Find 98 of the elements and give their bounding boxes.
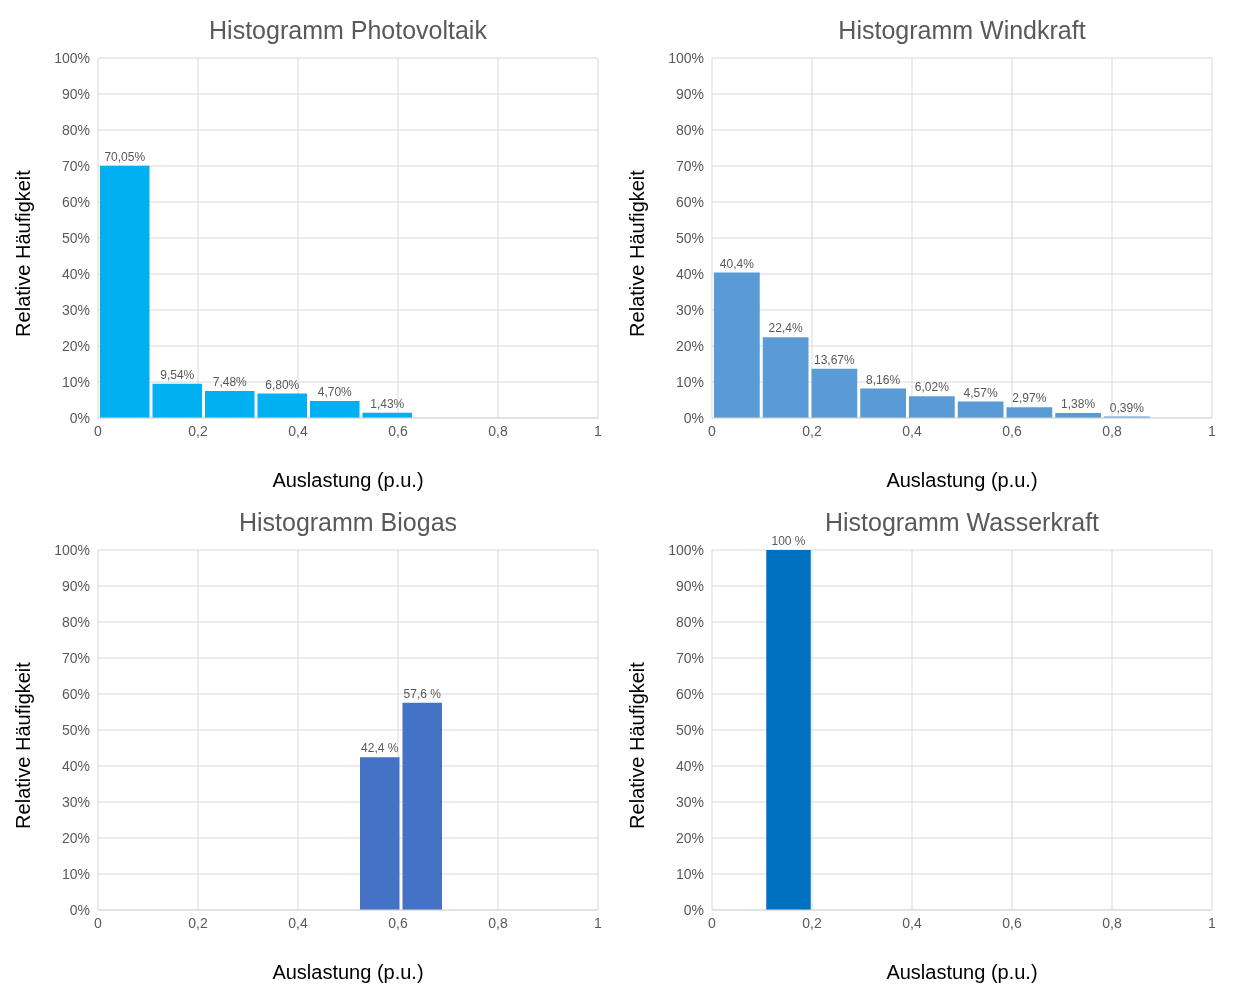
y-tick-label: 80% [61, 121, 90, 138]
x-tick-label: 0,6 [388, 914, 408, 931]
y-tick-label: 50% [675, 229, 704, 246]
x-tick-label: 0,4 [902, 914, 922, 931]
x-tick-label: 0,4 [902, 422, 922, 439]
data-label: 4,70% [317, 385, 353, 400]
x-axis-title: Auslastung (p.u.) [885, 961, 1039, 984]
x-tick-label: 1 [1208, 914, 1217, 931]
data-label: 100 % [771, 534, 806, 548]
y-tick-label: 40% [675, 757, 704, 774]
data-label: 1,43% [370, 396, 405, 411]
data-label: 6,80% [265, 377, 300, 392]
x-tick-label: 0,6 [1002, 914, 1022, 931]
x-tick-label: 0 [708, 914, 717, 931]
data-label: 6,02% [914, 380, 950, 395]
data-label: 9,54% [160, 367, 195, 382]
y-tick-label: 100% [54, 541, 90, 558]
x-tick-label: 0 [94, 914, 103, 931]
y-axis-title: Relative Häufigkeit [11, 169, 35, 337]
y-tick-label: 10% [61, 373, 90, 390]
data-label: 42,4 % [361, 741, 399, 756]
y-tick-label: 50% [61, 229, 90, 246]
y-axis-title: Relative Häufigkeit [11, 661, 35, 829]
x-tick-label: 1 [594, 422, 603, 439]
y-tick-label: 70% [61, 157, 90, 174]
x-tick-label: 0,2 [802, 422, 822, 439]
y-tick-label: 90% [675, 577, 704, 594]
y-tick-label: 30% [675, 301, 704, 318]
data-label: 1,38% [1061, 397, 1096, 412]
y-tick-label: 60% [675, 685, 704, 702]
data-label: 22,4% [768, 321, 803, 336]
y-tick-label: 0% [683, 409, 704, 426]
y-tick-label: 60% [61, 685, 90, 702]
y-tick-label: 90% [61, 577, 90, 594]
y-tick-label: 10% [675, 373, 704, 390]
y-tick-label: 100% [668, 541, 704, 558]
y-tick-label: 80% [61, 613, 90, 630]
y-tick-label: 100% [668, 49, 704, 66]
x-tick-label: 0,8 [488, 914, 508, 931]
y-tick-label: 40% [61, 265, 90, 282]
x-axis-title: Auslastung (p.u.) [885, 469, 1039, 492]
y-tick-label: 80% [675, 121, 704, 138]
x-tick-label: 0 [708, 422, 717, 439]
y-tick-label: 10% [675, 865, 704, 882]
x-tick-label: 0,2 [188, 914, 208, 931]
y-tick-label: 70% [61, 649, 90, 666]
x-tick-label: 0,2 [802, 914, 822, 931]
y-tick-label: 80% [675, 613, 704, 630]
x-tick-label: 0,6 [1002, 422, 1022, 439]
y-tick-label: 0% [69, 901, 90, 918]
y-tick-label: 20% [61, 829, 90, 846]
y-tick-label: 50% [61, 721, 90, 738]
data-label: 2,97% [1012, 391, 1047, 406]
data-label: 8,16% [866, 372, 901, 387]
y-tick-label: 20% [675, 829, 704, 846]
y-tick-label: 90% [675, 85, 704, 102]
y-tick-label: 20% [675, 337, 704, 354]
chart-title: Histogramm Windkraft [837, 16, 1087, 45]
y-tick-label: 30% [61, 301, 90, 318]
y-tick-label: 40% [61, 757, 90, 774]
y-tick-label: 60% [61, 193, 90, 210]
y-tick-label: 90% [61, 85, 90, 102]
data-label: 70,05% [104, 149, 146, 164]
y-tick-label: 30% [675, 793, 704, 810]
y-axis-title: Relative Häufigkeit [625, 661, 649, 829]
y-tick-label: 40% [675, 265, 704, 282]
x-tick-label: 0,4 [288, 422, 308, 439]
y-tick-label: 30% [61, 793, 90, 810]
x-tick-label: 0,4 [288, 914, 308, 931]
data-label: 57,6 % [403, 686, 442, 701]
y-tick-label: 70% [675, 157, 704, 174]
data-label: 13,67% [814, 352, 856, 367]
y-tick-label: 50% [675, 721, 704, 738]
data-label: 4,57% [963, 385, 998, 400]
y-tick-label: 100% [54, 49, 90, 66]
chart-title: Histogramm Biogas [237, 508, 459, 537]
x-tick-label: 1 [1208, 422, 1217, 439]
x-tick-label: 0,6 [388, 422, 408, 439]
y-tick-label: 20% [61, 337, 90, 354]
x-tick-label: 0,8 [488, 422, 508, 439]
chart-title: Histogramm Wasserkraft [824, 508, 1100, 536]
y-axis-title: Relative Häufigkeit [625, 169, 649, 337]
y-tick-label: 60% [675, 193, 704, 210]
x-tick-label: 0 [94, 422, 103, 439]
y-tick-label: 0% [69, 409, 90, 426]
data-label: 40,4% [719, 256, 755, 271]
data-label: 0,39% [1109, 400, 1145, 415]
x-axis-title: Auslastung (p.u.) [271, 961, 425, 984]
y-tick-label: 10% [61, 865, 90, 882]
x-tick-label: 0,8 [1102, 914, 1122, 931]
x-tick-label: 1 [594, 914, 603, 931]
x-axis-title: Auslastung (p.u.) [271, 469, 425, 492]
x-tick-label: 0,8 [1102, 422, 1122, 439]
chart-title: Histogramm Photovoltaik [208, 16, 488, 45]
x-tick-label: 0,2 [188, 422, 208, 439]
y-tick-label: 70% [675, 649, 704, 666]
data-label: 7,48% [212, 375, 248, 390]
y-tick-label: 0% [683, 901, 704, 918]
